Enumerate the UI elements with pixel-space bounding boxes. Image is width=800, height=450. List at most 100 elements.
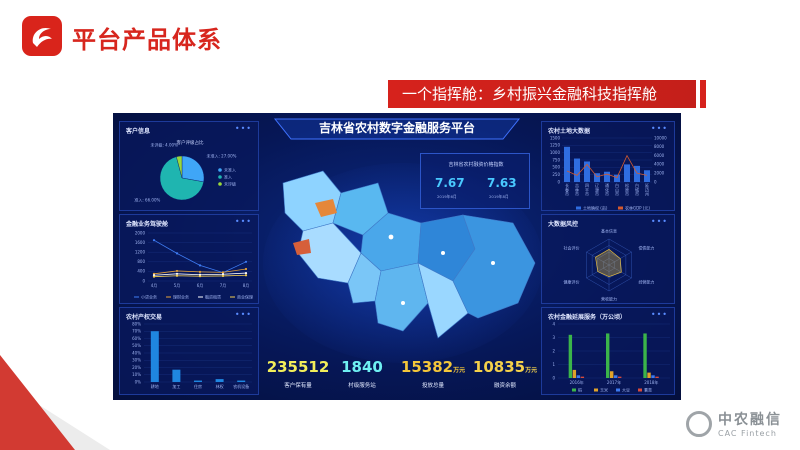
company-logo (22, 16, 62, 56)
pie-slice (181, 155, 205, 183)
x-tick-label: 耕地 (151, 383, 159, 389)
data-point (175, 269, 179, 273)
data-point (152, 275, 156, 278)
radar-axis-label: 偿债能力 (638, 245, 654, 251)
footer-logo: 中农融信 CAC Fintech (686, 409, 782, 438)
bar (215, 379, 224, 382)
y-tick-label: 800 (137, 259, 145, 264)
legend-marker (218, 182, 222, 186)
bar (606, 333, 610, 378)
kpi-label: 村级服务站 (348, 383, 376, 389)
x-tick-label: 加工 (172, 383, 180, 389)
y2-tick-label: 8000 (654, 144, 665, 149)
x-tick-label: 市 (635, 191, 639, 197)
radar-axis (586, 251, 610, 266)
dashboard-title: 吉林省农村数字金融服务平台 (318, 121, 475, 135)
legend-label: 融资租赁 (205, 293, 221, 299)
y-tick-label: 750 (552, 157, 560, 162)
bar (580, 376, 585, 378)
y-tick-label: 10% (132, 372, 141, 377)
data-point (221, 274, 225, 278)
kpi-unit: 万元 (453, 367, 466, 374)
legend-label: 薯类 (644, 386, 652, 392)
kpi-total-lending: 15382万元 投放总量 (397, 359, 469, 389)
price-index-card: 吉林省农村融资价格指数 7.67 2019年6月 7.63 2019年8月 (420, 153, 530, 209)
kpi-customers: 235512 客户保有量 (263, 359, 333, 389)
x-tick-label: 市 (595, 191, 599, 197)
bar (614, 375, 618, 378)
x-tick-label: 延 (645, 182, 649, 188)
kpi-value: 15382 (400, 358, 454, 376)
y-tick-label: 4 (552, 321, 555, 326)
logo-swirl-icon (32, 27, 52, 47)
more-icon[interactable]: ••• (234, 217, 252, 226)
data-point (152, 239, 156, 242)
bar (564, 146, 570, 182)
legend-marker (616, 388, 620, 392)
data-point (198, 270, 202, 273)
legend-label: 农林GDP (元) (625, 204, 650, 210)
x-tick-label: 2016年 (570, 379, 584, 385)
legend-marker (218, 168, 222, 172)
y-tick-label: 60% (132, 336, 141, 341)
x-tick-label: 山 (615, 186, 619, 192)
legend-label: 未评级 (224, 181, 236, 187)
map-region-yanbian (452, 214, 536, 319)
y2-tick-label: 10000 (654, 135, 667, 140)
x-tick-label: 城 (635, 186, 639, 192)
x-tick-label: 林 (575, 186, 579, 192)
x-tick-label: 2018年 (644, 379, 658, 385)
x-tick-label: 边 (645, 186, 649, 192)
legend-label: 小贷业务 (141, 293, 157, 299)
footer-logo-english: CAC Fintech (718, 429, 777, 438)
legend-label: 理财业务 (173, 293, 189, 299)
bar (594, 173, 600, 182)
y-tick-label: 30% (132, 358, 141, 363)
map-marker (441, 251, 445, 255)
x-tick-label: 原 (625, 187, 629, 192)
bar (172, 369, 181, 382)
section-banner: 一个指挥舱：乡村振兴金融科技指挥舱 (388, 80, 696, 108)
kpi-label: 客户保有量 (284, 383, 312, 389)
panel-risk-control: 大数据风控 ••• 基本信息 偿债能力 经营能力 营收能力 健康评价 社会评价 (541, 214, 675, 304)
y2-tick-label: 0 (654, 179, 657, 184)
kpi-value: 235512 (266, 358, 330, 376)
y2-tick-label: 6000 (654, 153, 665, 158)
legend-label: 准入 (224, 174, 232, 180)
more-icon[interactable]: ••• (650, 217, 668, 226)
data-point (175, 272, 179, 275)
y-tick-label: 0% (135, 379, 142, 384)
kpi-financing-balance: 10835万元 融资余额 (469, 359, 541, 389)
panel-finance-expansion: 农村金融延展服务（万公顷） ••• 0 1 2 3 4 2016年 2017年 2018年稻 玉… (541, 307, 675, 395)
bar (618, 376, 622, 378)
x-tick-label: 市 (565, 191, 569, 197)
x-tick-label: 4月 (151, 283, 158, 288)
map-region-baishan (417, 262, 469, 339)
more-icon[interactable]: ••• (234, 310, 252, 319)
x-tick-label: 吉 (575, 183, 579, 188)
x-tick-label: 林权 (216, 383, 224, 389)
kpi-label: 投放总量 (421, 383, 444, 389)
more-icon[interactable]: ••• (650, 124, 668, 133)
footer-logo-name: 中农融信 (718, 412, 782, 428)
kpi-value: 1840 (341, 358, 383, 376)
price-index-value: 7.63 (487, 176, 517, 190)
x-tick-label: 市 (605, 191, 609, 197)
panel-property-trade: 农村产权交易 ••• 0% 10% 20% 30% 40% 50% 60% 70% 80% 耕地 加… (119, 307, 259, 395)
x-tick-label: 7月 (220, 283, 227, 288)
legend-label: 大豆 (622, 386, 630, 392)
x-tick-label: 通 (605, 182, 609, 188)
legend-marker (576, 206, 581, 210)
data-point (175, 252, 179, 255)
bar (644, 170, 650, 182)
more-icon[interactable]: ••• (234, 124, 252, 133)
bar (574, 158, 580, 182)
panel-finance-service: 金融业务驾驶舱 ••• 0 400 800 1200 1600 2000 4月 5月 6月 7月 8… (119, 214, 259, 304)
more-icon[interactable]: ••• (650, 310, 668, 319)
bar (647, 372, 651, 378)
panel-title: 金融业务驾驶舱 (126, 221, 169, 228)
bar (634, 165, 640, 182)
panel-title: 农村金融延展服务（万公顷） (548, 314, 627, 321)
x-tick-label: 市 (615, 191, 619, 197)
